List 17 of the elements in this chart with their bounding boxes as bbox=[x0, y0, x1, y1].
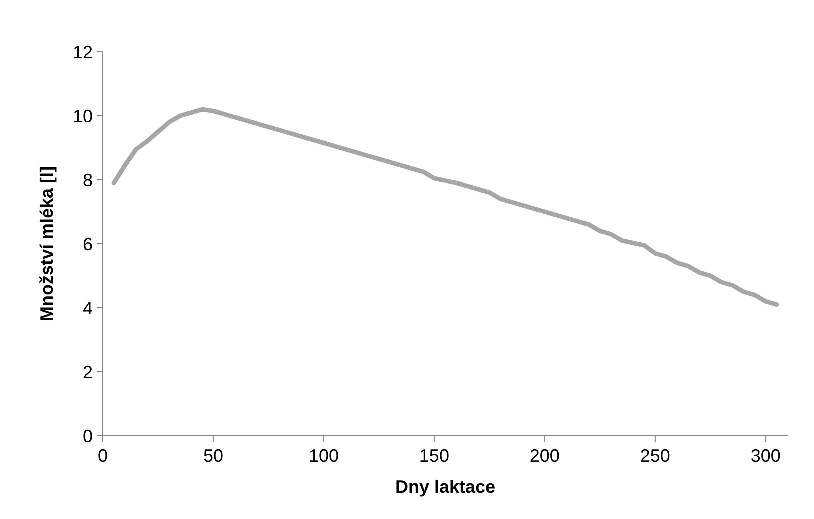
y-tick-label: 2 bbox=[82, 362, 93, 382]
x-tick-label: 150 bbox=[419, 446, 450, 466]
y-tick-label: 10 bbox=[72, 106, 93, 126]
line-series bbox=[112, 107, 780, 308]
y-axis-title: Množství mléka [l] bbox=[37, 166, 57, 322]
x-axis-title: Dny laktace bbox=[395, 477, 496, 497]
y-tick-label: 6 bbox=[82, 234, 93, 254]
x-tick-label: 250 bbox=[640, 446, 670, 466]
x-tick-label: 50 bbox=[203, 446, 224, 466]
x-tick-label: 300 bbox=[750, 446, 781, 466]
y-tick-label: 8 bbox=[82, 170, 93, 190]
x-tick-label: 100 bbox=[308, 446, 339, 466]
x-tick-label: 200 bbox=[530, 446, 560, 466]
y-tick-label: 0 bbox=[82, 426, 93, 446]
y-tick-label: 4 bbox=[82, 298, 93, 318]
x-tick-label: 0 bbox=[98, 446, 108, 466]
y-tick-label: 12 bbox=[72, 42, 93, 62]
